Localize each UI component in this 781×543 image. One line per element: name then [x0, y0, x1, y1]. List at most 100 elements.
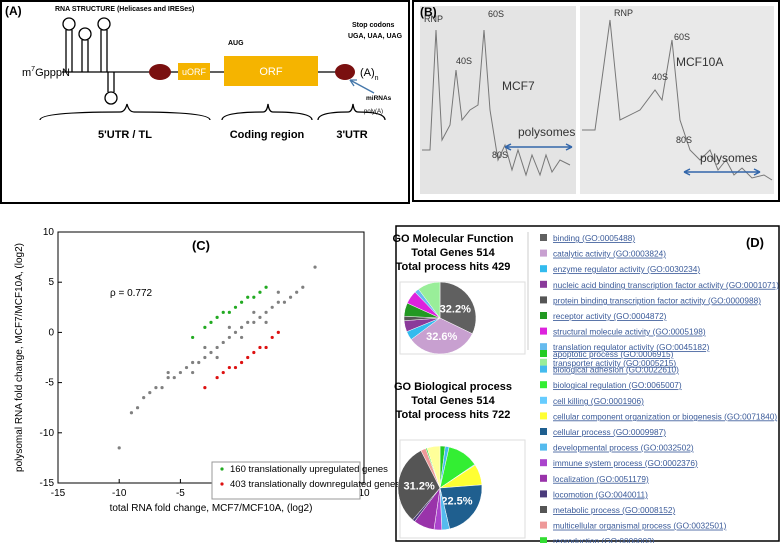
point	[246, 320, 250, 324]
region-label: 5'UTR / TL	[98, 129, 152, 141]
legend-link[interactable]: biological regulation (GO:0065007)	[553, 380, 682, 390]
point	[209, 320, 213, 324]
point	[166, 375, 170, 380]
y-tick-label: 10	[43, 227, 55, 238]
legend-link[interactable]: metabolic process (GO:0008152)	[553, 505, 675, 515]
legend-swatch	[540, 365, 547, 373]
legend-link[interactable]: transporter activity (GO:0005215)	[553, 358, 676, 368]
pie-slice	[426, 445, 441, 489]
point	[129, 411, 134, 415]
panel-label: (B)	[420, 5, 437, 19]
legend-swatch	[540, 358, 547, 366]
point	[203, 325, 207, 329]
point	[288, 295, 293, 299]
mirna-label: miRNAs	[366, 95, 392, 102]
x-tick-label: -15	[51, 488, 66, 499]
legend-link[interactable]: cellular component organization or bioge…	[553, 411, 777, 421]
uorf-box	[178, 63, 210, 80]
peak-label: 80S	[492, 150, 508, 160]
legend-swatch	[540, 506, 547, 513]
plot-area	[57, 231, 365, 484]
pie-subtitle: Total process hits 722	[396, 409, 511, 421]
polysomes-label: polysomes	[700, 151, 757, 165]
pie-subtitle: Total Genes 514	[411, 395, 495, 407]
peak-label: 40S	[456, 56, 472, 66]
point	[276, 330, 280, 334]
point	[240, 325, 244, 329]
point	[258, 315, 262, 319]
pie-subtitle: Total Genes 514	[411, 247, 495, 259]
pie-subtitle: Total process hits 429	[396, 261, 511, 273]
profile-trace	[422, 29, 571, 177]
point	[184, 365, 189, 370]
legend-swatch	[540, 443, 547, 451]
point	[227, 310, 231, 314]
x-tick-label: -10	[112, 488, 127, 499]
cap-sup: 7	[31, 66, 35, 73]
legend-swatch	[540, 459, 547, 467]
legend-link[interactable]: catalytic activity (GO:0003824)	[553, 249, 666, 259]
point	[246, 355, 250, 360]
legend-link[interactable]: biological adhesion (GO:0022610)	[553, 365, 679, 375]
uorf-label: uORF	[182, 67, 207, 77]
legend-marker	[220, 467, 224, 471]
point	[264, 310, 268, 314]
aug-label: AUG	[228, 40, 244, 47]
legend-link[interactable]: enzyme regulator activity (GO:0030234)	[553, 264, 700, 274]
point	[215, 345, 219, 350]
legend-link[interactable]: apoptotic process (GO:0006915)	[553, 349, 674, 359]
legend-link[interactable]: receptor activity (GO:0004872)	[553, 311, 667, 321]
legend-swatch	[540, 280, 547, 288]
legend-swatch	[540, 296, 547, 304]
legend-swatch	[540, 412, 547, 420]
orf-box	[224, 56, 318, 86]
cell-line: MCF10A	[676, 55, 723, 69]
point	[240, 300, 244, 304]
point	[264, 320, 268, 324]
legend-link[interactable]: binding (GO:0005488)	[553, 233, 635, 243]
point	[227, 365, 231, 370]
legend-link[interactable]: translation regulator activity (GO:00451…	[553, 342, 710, 352]
legend-link[interactable]: cellular process (GO:0009987)	[553, 427, 666, 437]
point	[240, 335, 244, 340]
point	[215, 355, 219, 360]
pie-title: GO Biological process	[394, 381, 512, 393]
region-label: 3'UTR	[336, 129, 367, 141]
legend-link[interactable]: structural molecule activity (GO:0005198…	[553, 327, 706, 337]
panel-label: (A)	[5, 4, 22, 18]
legend-link[interactable]: developmental process (GO:0032502)	[553, 443, 694, 453]
point	[252, 320, 256, 324]
legend-marker	[220, 482, 224, 486]
stop-codons: UGA, UAA, UAG	[348, 33, 403, 40]
polysomes-label: polysomes	[518, 125, 575, 139]
pie-slice	[418, 281, 441, 319]
point	[258, 345, 262, 350]
legend-link[interactable]: cell killing (GO:0001906)	[553, 396, 644, 406]
peak-label: 80S	[676, 135, 692, 145]
peak-label: RNP	[614, 8, 633, 18]
legend-link[interactable]: locomotion (GO:0040011)	[553, 489, 648, 499]
legend-swatch	[540, 474, 547, 482]
legend-link[interactable]: localization (GO:0051179)	[553, 474, 649, 484]
point	[221, 310, 225, 314]
point	[270, 305, 274, 309]
legend-swatch	[540, 537, 547, 543]
range-arrow	[504, 143, 573, 151]
pie-slice	[410, 317, 473, 355]
legend-swatch	[540, 249, 547, 257]
legend-link[interactable]: multicellular organismal process (GO:003…	[553, 521, 727, 531]
legend-swatch	[540, 312, 547, 319]
panel-label: (C)	[192, 238, 210, 253]
panel-a: (A) RNA STRUCTURE (Helicases and IRESes)…	[0, 0, 410, 204]
legend-link[interactable]: reproduction (GO:0000003)	[553, 536, 655, 543]
annotation: ρ = 0.772	[110, 288, 153, 299]
legend-link[interactable]: immune system process (GO:0002376)	[553, 458, 698, 468]
polya-label: (A)n	[360, 67, 379, 82]
point	[240, 360, 244, 365]
legend-link[interactable]: nucleic acid binding transcription facto…	[553, 280, 779, 290]
legend	[211, 461, 361, 500]
legend-link[interactable]: protein binding transcription factor act…	[553, 295, 761, 305]
value-label: 32.2%	[440, 303, 471, 315]
polya-part: (A)	[360, 67, 375, 79]
point	[166, 370, 170, 375]
